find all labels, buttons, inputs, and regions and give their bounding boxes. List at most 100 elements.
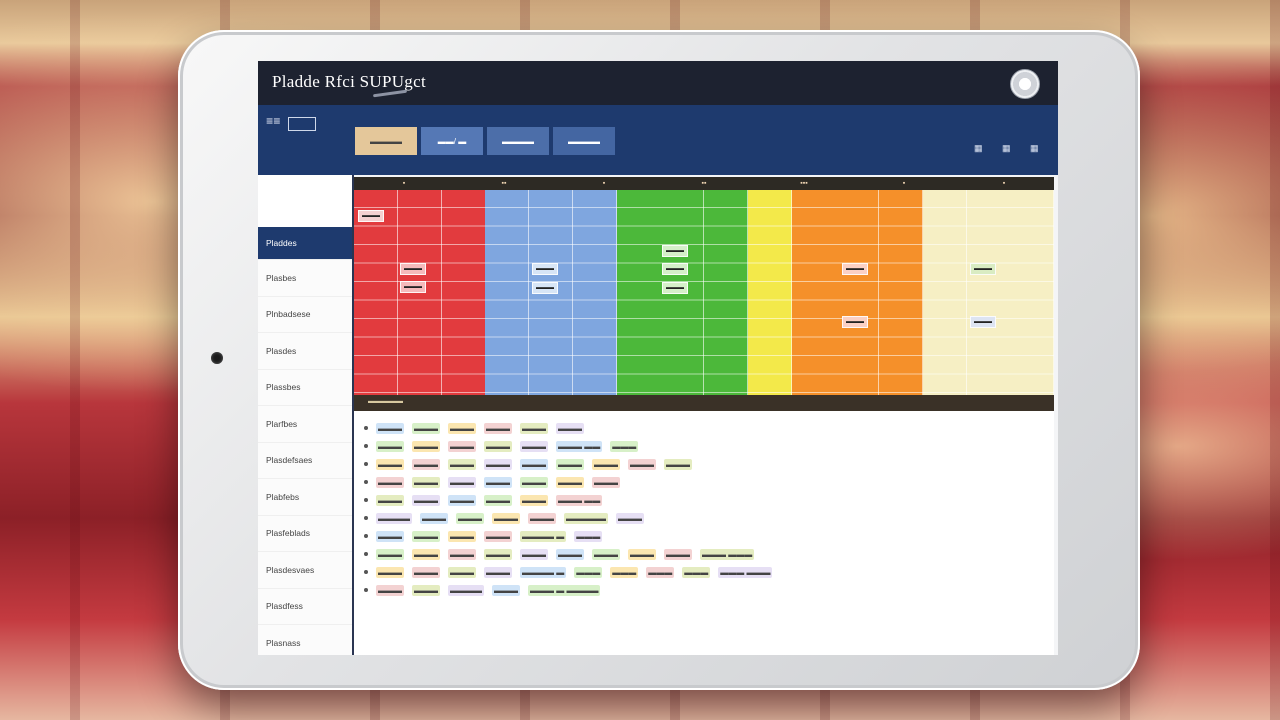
grid-chip[interactable]: ▬▬▬ (358, 210, 384, 222)
grid-chip[interactable]: ▬▬▬ (842, 263, 868, 275)
grid-column[interactable] (791, 190, 836, 395)
list-item[interactable]: ▬▬▬ ▬▬▬ ▬▬▬ ▬▬▬ ▬▬▬ ▬▬▬ ▬▬ ▬▬▬ (364, 439, 639, 453)
list-item[interactable]: ▬▬▬ ▬▬▬ ▬▬▬ ▬▬▬ ▬▬▬▬ ▬ ▬▬▬ (364, 529, 603, 543)
grid-chip[interactable]: ▬▬▬ (662, 245, 688, 257)
list-tag: ▬▬▬ (520, 440, 548, 452)
tab-1[interactable]: ▬▬▬▬ (355, 127, 417, 155)
list-tag: ▬▬▬ (592, 458, 620, 470)
sidebar-item[interactable]: Plasnass (258, 625, 352, 655)
grid-chip[interactable]: ▬▬▬ (970, 316, 996, 328)
grid-column[interactable] (922, 190, 967, 395)
grid-chip[interactable]: ▬▬▬ (532, 282, 558, 294)
list-item[interactable]: ▬▬▬ ▬▬▬ ▬▬▬▬ ▬▬▬ ▬▬▬ ▬ ▬▬▬▬ (364, 583, 601, 597)
title-bar: Pladde Rfci SUPUgct (258, 61, 1058, 105)
list-tag: ▬▬▬ (610, 440, 639, 452)
sidebar-item[interactable]: Plassbes (258, 370, 352, 406)
sidebar-item[interactable]: Plasdesvaes (258, 552, 352, 589)
grid-chip[interactable]: ▬▬▬ (400, 281, 426, 293)
grid-column[interactable] (616, 190, 661, 395)
toolbar-icons: ▦ ▦ ▦ (974, 143, 1048, 157)
sidebar-item[interactable]: Plasfeblads (258, 516, 352, 552)
grid-column[interactable] (879, 190, 923, 395)
sidebar-header (258, 175, 352, 227)
main-panel: ▪ ▪▪ ▪ ▪▪ ▪▪▪ ▪ ▪ ▬▬▬ ▬▬▬ ▬▬▬ ▬▬▬ ▬▬▬ ▬▬… (354, 175, 1058, 655)
list-tag: ▬▬▬ (484, 458, 512, 470)
list-tag: ▬▬▬ (492, 512, 520, 524)
grid-chip[interactable]: ▬▬▬ (662, 263, 688, 275)
list-tag: ▬▬▬ (484, 530, 512, 542)
grid-column[interactable] (704, 190, 748, 395)
list-tag: ▬▬▬ (520, 476, 548, 488)
list-item[interactable]: ▬▬▬▬ ▬▬▬ ▬▬▬ ▬▬▬ ▬▬▬ ▬▬▬▬▬ ▬▬▬ (364, 511, 644, 525)
bullet-icon (364, 462, 368, 466)
grid-column[interactable] (572, 190, 617, 395)
grid-header-cell: ▪▪ (501, 180, 507, 187)
list-tag: ▬▬▬▬ (448, 584, 484, 596)
list-item[interactable]: ▬▬▬ ▬▬▬ ▬▬▬ ▬▬▬ ▬▬▬ ▬▬▬ ▬▬▬ ▬▬▬ ▬▬▬ ▬▬▬ ▬▬▬ (364, 547, 755, 561)
settings-gear-icon[interactable] (1010, 69, 1040, 99)
bullet-icon (364, 426, 368, 430)
grid-chip[interactable]: ▬▬▬ (970, 263, 996, 275)
list-tag: ▬▬▬ (492, 584, 520, 596)
list-tag: ▬▬▬ (574, 530, 603, 542)
grid-column[interactable] (835, 190, 879, 395)
grid-column[interactable] (747, 190, 792, 395)
list-tag: ▬▬▬ (448, 476, 476, 488)
list-item[interactable]: ▬▬▬ ▬▬▬ ▬▬▬ ▬▬▬ ▬▬▬ ▬▬▬ ▬▬▬ ▬▬▬ ▬▬▬ (364, 457, 692, 471)
tool-icon-2[interactable]: ▦ (1002, 143, 1011, 153)
list-tag: ▬▬▬ (520, 494, 548, 506)
camera-icon (211, 352, 223, 364)
grid-column[interactable] (354, 190, 398, 395)
list-tag: ▬▬▬ (420, 512, 448, 524)
grid-header-cell: ▪ (402, 180, 406, 187)
sidebar-item[interactable]: Plasbes (258, 260, 352, 297)
sidebar-item[interactable]: Plabfebs (258, 479, 352, 516)
tool-icon-1[interactable]: ▦ (974, 143, 983, 153)
menu-box-icon[interactable] (288, 117, 316, 131)
grid-column[interactable] (485, 190, 529, 395)
list-tag: ▬▬▬ (484, 548, 512, 560)
grid-header-cell: ▪ (902, 180, 906, 187)
list-tag: ▬▬▬ (376, 530, 404, 542)
bullet-icon (364, 480, 368, 484)
list-tag: ▬▬▬ (376, 440, 404, 452)
app-screen: Pladde Rfci SUPUgct ≡≡ ▬▬▬▬ ▬▬/ ▬ ▬▬▬▬ ▬… (258, 61, 1058, 655)
list-item[interactable]: ▬▬▬ ▬▬▬ ▬▬▬ ▬▬▬ ▬▬▬▬ ▬ ▬▬▬ ▬▬▬ ▬▬▬ ▬▬▬ ▬▬▬ ▬▬▬ (364, 565, 773, 579)
tab-2[interactable]: ▬▬/ ▬ (421, 127, 483, 155)
grid-footer-label: ▬▬▬▬▬ (368, 398, 403, 405)
sidebar: Pladdes Plasbes Plnbadsese Plasdes Plassbes P… (258, 175, 354, 655)
list-tag: ▬▬▬ (448, 440, 476, 452)
sidebar-item[interactable]: Plasdefsaes (258, 443, 352, 479)
grid-chip[interactable]: ▬▬▬ (662, 282, 688, 294)
grid-chip[interactable]: ▬▬▬ (400, 263, 426, 275)
grid-chip[interactable]: ▬▬▬ (842, 316, 868, 328)
list-tag: ▬▬▬ (448, 458, 476, 470)
sidebar-item[interactable]: Plasdfess (258, 589, 352, 625)
tablet-device: Pladde Rfci SUPUgct ≡≡ ▬▬▬▬ ▬▬/ ▬ ▬▬▬▬ ▬… (178, 30, 1140, 690)
list-tag: ▬▬▬ (556, 458, 584, 470)
list-tag: ▬▬▬▬ ▬ (520, 530, 567, 542)
grid-column[interactable] (966, 190, 1011, 395)
list-tag: ▬▬▬ (628, 548, 656, 560)
list-tag: ▬▬▬ (376, 458, 404, 470)
list-item[interactable]: ▬▬▬ ▬▬▬ ▬▬▬ ▬▬▬ ▬▬▬ ▬▬▬ ▬▬ (364, 493, 603, 507)
list-tag: ▬▬▬ ▬▬▬ (718, 566, 773, 578)
grid-column[interactable] (1010, 190, 1054, 395)
list-item[interactable]: ▬▬▬ ▬▬▬ ▬▬▬ ▬▬▬ ▬▬▬ ▬▬▬ ▬▬▬ (364, 475, 620, 489)
list-tag: ▬▬▬ (484, 476, 512, 488)
sidebar-item[interactable]: Pladdes (258, 227, 352, 260)
sidebar-item[interactable]: Plarfbes (258, 406, 352, 443)
list-tag: ▬▬▬ (448, 422, 476, 434)
tool-icon-3[interactable]: ▦ (1030, 143, 1039, 153)
sidebar-item[interactable]: Plnbadsese (258, 297, 352, 333)
list-tag: ▬▬▬ ▬▬ (556, 440, 603, 452)
sidebar-item[interactable]: Plasdes (258, 333, 352, 370)
bullet-icon (364, 516, 368, 520)
tab-3[interactable]: ▬▬▬▬ (487, 127, 549, 155)
tab-4[interactable]: ▬▬▬▬ (553, 127, 615, 155)
menu-label[interactable]: ≡≡ (266, 115, 281, 129)
list-tag: ▬▬▬ (484, 422, 512, 434)
grid-chip[interactable]: ▬▬▬ (532, 263, 558, 275)
grid-column[interactable] (441, 190, 486, 395)
list-item[interactable]: ▬▬▬ ▬▬▬ ▬▬▬ ▬▬▬ ▬▬▬ ▬▬▬ (364, 421, 584, 435)
